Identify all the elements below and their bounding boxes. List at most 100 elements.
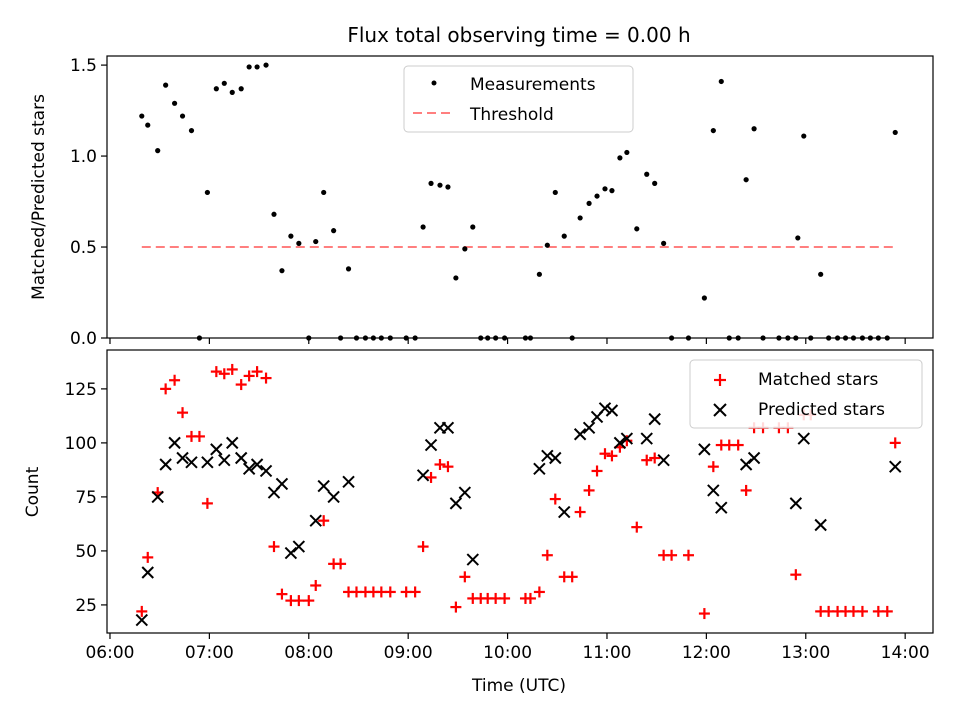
predicted-star-point [250, 458, 264, 471]
top-y-axis: 0.0 0.5 1.0 1.5 [70, 56, 107, 349]
x-axis-label: Time (UTC) [471, 676, 566, 696]
matched-star-point [142, 551, 154, 563]
predicted-star-point [226, 436, 239, 450]
predicted-star-point [889, 460, 902, 473]
matched-star-point [583, 484, 595, 496]
predicted-star-point [441, 421, 455, 434]
top-legend: Measurements Threshold [403, 65, 634, 133]
measurement-point [552, 189, 558, 196]
predicted-star-point [466, 553, 479, 566]
measurement-point [263, 62, 269, 68]
measurement-point [163, 82, 169, 88]
measurement-point [462, 246, 468, 252]
measurement-point [701, 295, 707, 301]
measurement-point [892, 129, 898, 136]
y-tick-label: 0.0 [70, 329, 97, 349]
matched-star-point [881, 605, 893, 617]
y-tick-label: 0.5 [70, 238, 97, 258]
matched-star-point [160, 383, 172, 395]
predicted-star-point [159, 458, 172, 471]
top-x-axis-ticks [109, 338, 906, 344]
predicted-star-point [185, 456, 198, 469]
x-tick-label: 08:00 [284, 643, 333, 663]
measurement-point [313, 238, 319, 245]
matched-star-point [169, 374, 181, 386]
matched-star-point [384, 586, 396, 598]
figure-title: Flux total observing time = 0.00 h [347, 23, 690, 47]
measurement-point [594, 193, 600, 199]
matched-star-point [599, 448, 611, 460]
y-tick-label: 1.0 [70, 147, 97, 167]
bottom-y-axis-label: Count [23, 466, 43, 517]
matched-star-point [226, 363, 238, 375]
matched-star-point [310, 579, 322, 591]
matched-star-point [499, 592, 511, 604]
predicted-star-point [573, 428, 587, 441]
predicted-star-point [648, 412, 661, 426]
matched-star-point [856, 605, 868, 617]
measurement-point [710, 127, 716, 134]
y-tick-label: 100 [65, 434, 97, 454]
count-points-layer [135, 363, 902, 627]
measurement-point [536, 271, 542, 277]
bottom-x-axis: 06:00 07:00 08:00 09:00 10:00 11:00 12:00 13:00… [85, 633, 930, 663]
matched-star-point [260, 372, 272, 384]
predicted-star-point [620, 432, 634, 445]
predicted-star-point [698, 443, 711, 456]
bottom-legend: Matched stars Predicted stars [689, 359, 923, 429]
predicted-star-point [582, 421, 596, 434]
measurement-point [577, 215, 583, 221]
measurement-point [470, 224, 476, 230]
measurement-point [296, 240, 302, 246]
measurement-point [229, 89, 235, 95]
matched-star-point [541, 549, 553, 561]
matched-star-point [682, 549, 694, 561]
measurement-point [171, 100, 178, 106]
matched-star-point [566, 571, 578, 583]
matched-star-point [243, 370, 255, 382]
predicted-star-point [715, 501, 728, 514]
matched-star-point [417, 541, 429, 553]
matched-star-point [533, 586, 545, 598]
legend-threshold-label: Threshold [469, 105, 554, 125]
measurement-point [288, 233, 294, 239]
predicted-star-point [242, 462, 256, 476]
matched-star-point [193, 430, 205, 442]
matched-star-point [549, 493, 561, 505]
measurement-point [818, 271, 824, 277]
y-tick-label: 50 [75, 542, 97, 562]
x-tick-label: 10:00 [483, 643, 532, 663]
predicted-star-point [797, 432, 810, 445]
matched-star-point [409, 586, 421, 598]
matched-star-point [524, 592, 536, 604]
measurement-point [321, 189, 327, 196]
legend-predicted-marker [713, 403, 727, 417]
predicted-star-point [342, 475, 355, 488]
top-legend-box [403, 65, 634, 133]
top-panel: 0.0 0.5 1.0 1.5 Matched/Predicted stars Mea… [29, 55, 934, 349]
x-tick-label: 13:00 [781, 643, 830, 663]
measurement-point [718, 78, 724, 85]
matched-star-point [666, 549, 678, 561]
measurement-point [145, 122, 151, 128]
legend-matched-marker [714, 374, 726, 386]
matched-star-point [218, 368, 230, 380]
matched-star-point [459, 571, 471, 583]
predicted-star-point [707, 484, 720, 497]
measurement-point [652, 180, 658, 186]
matched-star-point [201, 497, 213, 509]
predicted-star-point [814, 518, 827, 532]
matched-star-point [442, 461, 454, 473]
bottom-panel: 25 50 75 100 125 06:00 07:00 08:00 09:00 10:00 11… [23, 349, 934, 696]
y-tick-label: 125 [65, 380, 97, 400]
matched-star-point [177, 407, 189, 419]
measurement-point [204, 189, 210, 196]
measurement-point [544, 242, 550, 248]
x-tick-label: 11:00 [582, 643, 631, 663]
matched-star-point [707, 461, 719, 473]
x-tick-label: 06:00 [85, 643, 134, 663]
matched-star-point [235, 379, 247, 391]
x-tick-label: 14:00 [881, 643, 930, 663]
measurement-point [445, 184, 451, 190]
top-plot-frame [106, 55, 934, 339]
